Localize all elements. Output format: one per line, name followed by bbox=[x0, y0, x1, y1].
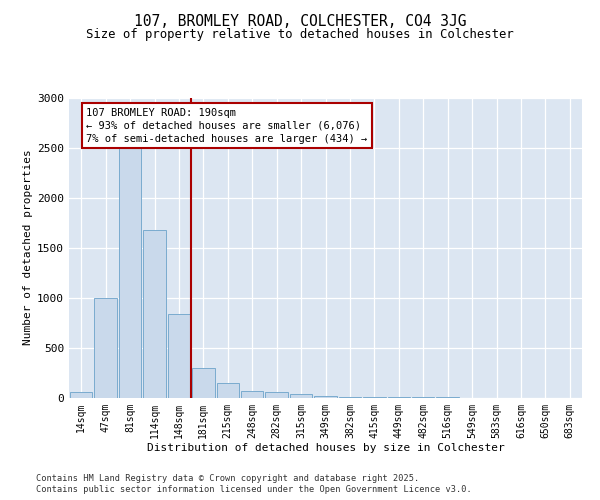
Text: Size of property relative to detached houses in Colchester: Size of property relative to detached ho… bbox=[86, 28, 514, 41]
Y-axis label: Number of detached properties: Number of detached properties bbox=[23, 150, 33, 346]
Bar bbox=[192, 368, 215, 398]
X-axis label: Distribution of detached houses by size in Colchester: Distribution of detached houses by size … bbox=[146, 443, 505, 453]
Bar bbox=[70, 392, 92, 398]
Bar bbox=[94, 298, 117, 398]
Bar bbox=[241, 391, 263, 398]
Bar bbox=[314, 396, 337, 398]
Bar bbox=[167, 314, 190, 398]
Bar bbox=[290, 394, 313, 398]
Bar bbox=[217, 383, 239, 398]
Bar bbox=[143, 230, 166, 398]
Text: 107, BROMLEY ROAD, COLCHESTER, CO4 3JG: 107, BROMLEY ROAD, COLCHESTER, CO4 3JG bbox=[134, 14, 466, 29]
Text: Contains HM Land Registry data © Crown copyright and database right 2025.: Contains HM Land Registry data © Crown c… bbox=[36, 474, 419, 483]
Bar bbox=[265, 392, 288, 398]
Bar bbox=[119, 148, 142, 398]
Text: 107 BROMLEY ROAD: 190sqm
← 93% of detached houses are smaller (6,076)
7% of semi: 107 BROMLEY ROAD: 190sqm ← 93% of detach… bbox=[86, 108, 367, 144]
Text: Contains public sector information licensed under the Open Government Licence v3: Contains public sector information licen… bbox=[36, 485, 472, 494]
